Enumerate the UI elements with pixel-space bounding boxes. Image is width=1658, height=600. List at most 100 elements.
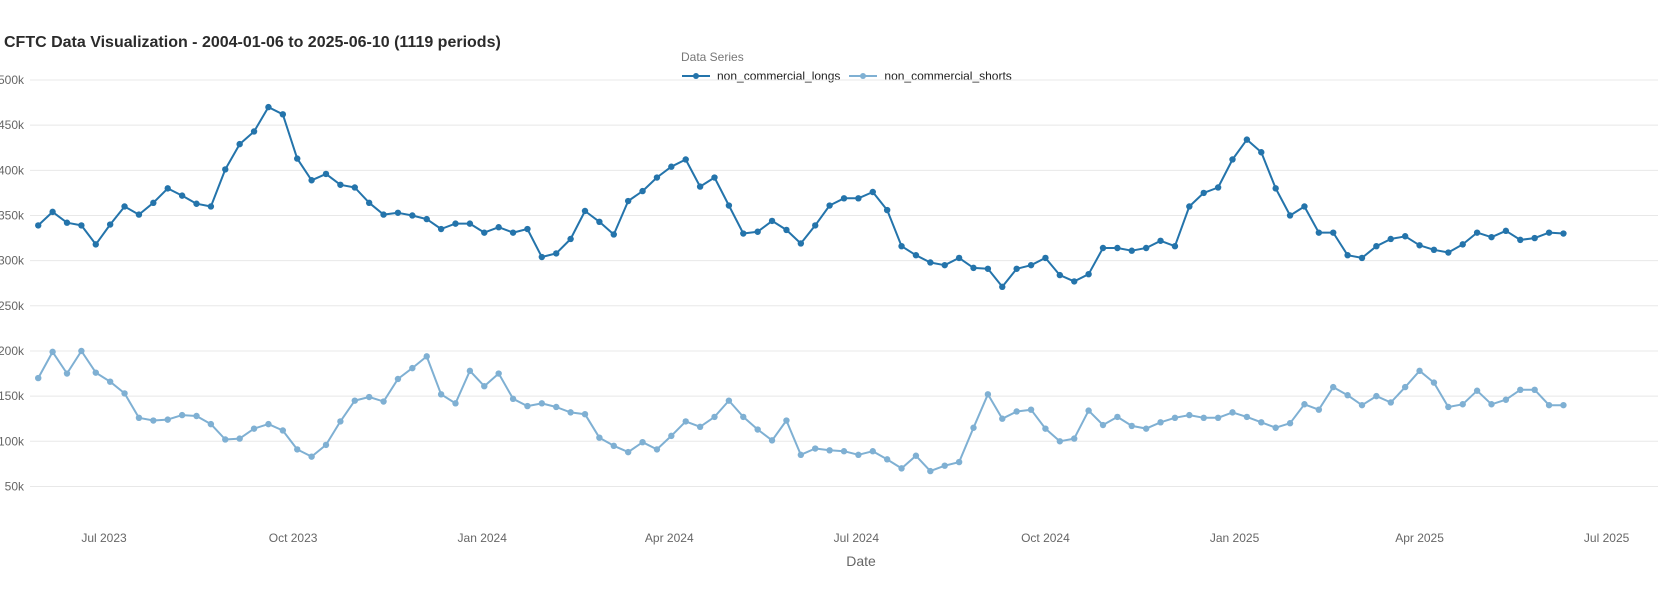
data-point-shorts[interactable] (322, 441, 330, 449)
data-point-shorts[interactable] (970, 424, 977, 431)
data-point-shorts[interactable] (1473, 387, 1481, 394)
data-point-longs[interactable] (1200, 189, 1207, 197)
data-point-longs[interactable] (236, 140, 243, 148)
data-point-shorts[interactable] (409, 364, 416, 372)
data-point-longs[interactable] (63, 219, 71, 226)
data-point-longs[interactable] (1545, 229, 1553, 236)
data-point-longs[interactable] (1128, 247, 1135, 254)
data-point-shorts[interactable] (1258, 419, 1265, 426)
data-point-longs[interactable] (409, 212, 416, 219)
data-point-shorts[interactable] (63, 370, 71, 377)
data-point-shorts[interactable] (754, 426, 761, 433)
data-point-longs[interactable] (394, 209, 402, 216)
data-point-shorts[interactable] (1531, 386, 1538, 394)
data-point-shorts[interactable] (437, 391, 445, 398)
data-point-shorts[interactable] (509, 395, 517, 403)
data-point-longs[interactable] (207, 203, 215, 210)
data-point-shorts[interactable] (1013, 408, 1020, 415)
data-point-shorts[interactable] (1214, 414, 1222, 422)
data-point-longs[interactable] (423, 215, 430, 223)
data-point-longs[interactable] (970, 264, 977, 272)
data-point-longs[interactable] (797, 240, 805, 247)
data-point-shorts[interactable] (1387, 399, 1394, 406)
data-point-shorts[interactable] (553, 403, 560, 411)
data-point-shorts[interactable] (1114, 413, 1121, 421)
data-point-shorts[interactable] (365, 393, 373, 401)
data-point-shorts[interactable] (78, 347, 85, 355)
data-point-longs[interactable] (725, 202, 733, 209)
data-point-longs[interactable] (524, 225, 531, 233)
data-point-shorts[interactable] (1099, 421, 1107, 429)
data-point-shorts[interactable] (1344, 392, 1351, 399)
data-point-longs[interactable] (481, 229, 488, 236)
data-point-longs[interactable] (1387, 235, 1394, 243)
data-point-longs[interactable] (1099, 244, 1107, 252)
data-point-longs[interactable] (1027, 261, 1035, 269)
data-point-shorts[interactable] (668, 432, 675, 440)
data-point-longs[interactable] (222, 166, 229, 173)
data-point-longs[interactable] (653, 174, 661, 181)
data-point-longs[interactable] (351, 184, 358, 191)
data-point-longs[interactable] (1445, 249, 1452, 256)
data-point-longs[interactable] (35, 222, 42, 229)
data-point-longs[interactable] (1430, 246, 1438, 254)
data-point-shorts[interactable] (164, 416, 171, 423)
data-point-longs[interactable] (711, 174, 718, 181)
data-point-longs[interactable] (1142, 244, 1150, 252)
data-point-shorts[interactable] (1128, 422, 1135, 430)
data-point-longs[interactable] (538, 253, 546, 261)
data-point-longs[interactable] (265, 103, 272, 111)
data-point-shorts[interactable] (1085, 407, 1092, 414)
data-point-longs[interactable] (1358, 254, 1366, 262)
data-point-shorts[interactable] (898, 465, 905, 472)
data-point-longs[interactable] (92, 241, 99, 248)
data-point-longs[interactable] (869, 188, 876, 196)
data-point-shorts[interactable] (783, 417, 790, 424)
data-point-longs[interactable] (1056, 271, 1064, 279)
data-point-shorts[interactable] (682, 418, 689, 425)
data-point-shorts[interactable] (826, 447, 833, 454)
data-point-shorts[interactable] (351, 397, 358, 404)
data-point-shorts[interactable] (1315, 406, 1323, 413)
data-point-shorts[interactable] (1042, 425, 1049, 432)
data-point-shorts[interactable] (855, 451, 862, 459)
data-point-longs[interactable] (768, 217, 776, 225)
data-point-longs[interactable] (783, 226, 790, 234)
data-point-longs[interactable] (164, 185, 171, 192)
data-point-shorts[interactable] (178, 411, 186, 419)
data-point-longs[interactable] (1157, 237, 1164, 244)
data-point-shorts[interactable] (121, 390, 128, 397)
data-point-longs[interactable] (1315, 229, 1323, 236)
data-point-shorts[interactable] (1445, 403, 1452, 411)
data-point-shorts[interactable] (1330, 383, 1337, 391)
data-point-shorts[interactable] (1459, 401, 1466, 408)
data-point-shorts[interactable] (1027, 406, 1035, 413)
data-point-longs[interactable] (596, 218, 603, 226)
data-point-shorts[interactable] (466, 367, 474, 375)
data-point-longs[interactable] (294, 155, 301, 162)
data-point-longs[interactable] (1416, 242, 1423, 249)
data-point-shorts[interactable] (481, 382, 488, 390)
data-point-longs[interactable] (740, 230, 747, 237)
data-point-shorts[interactable] (1373, 392, 1380, 400)
data-point-shorts[interactable] (193, 412, 200, 420)
data-point-longs[interactable] (509, 229, 517, 236)
data-point-shorts[interactable] (222, 436, 229, 443)
data-point-longs[interactable] (639, 187, 646, 195)
data-point-shorts[interactable] (1157, 419, 1164, 426)
data-point-longs[interactable] (1272, 185, 1279, 192)
data-point-longs[interactable] (1085, 270, 1092, 278)
data-point-shorts[interactable] (1416, 367, 1423, 375)
data-point-longs[interactable] (106, 221, 114, 228)
data-point-longs[interactable] (682, 156, 689, 163)
data-point-shorts[interactable] (912, 452, 920, 459)
data-point-longs[interactable] (1401, 233, 1409, 240)
data-point-longs[interactable] (1473, 229, 1481, 236)
data-point-shorts[interactable] (1056, 438, 1064, 445)
data-point-shorts[interactable] (984, 391, 992, 398)
data-point-shorts[interactable] (1171, 414, 1179, 422)
data-point-shorts[interactable] (711, 413, 718, 421)
data-point-shorts[interactable] (35, 374, 42, 382)
data-point-longs[interactable] (941, 261, 948, 269)
data-point-longs[interactable] (250, 128, 258, 135)
